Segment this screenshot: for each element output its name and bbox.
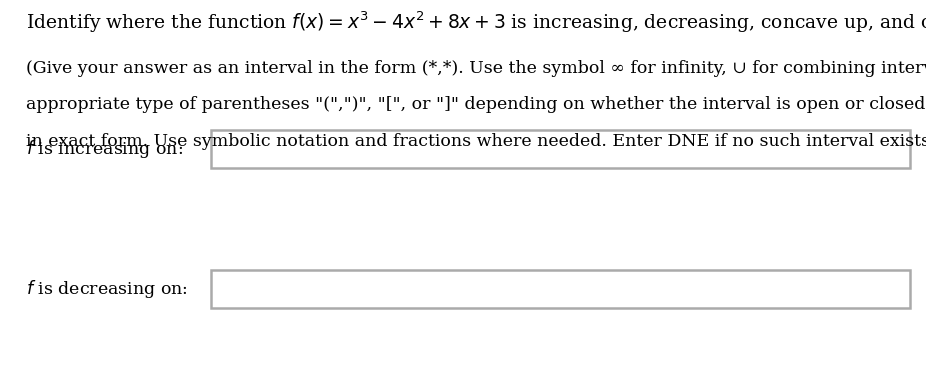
Text: appropriate type of parentheses "(",")", "[", or "]" depending on whether the in: appropriate type of parentheses "(",")",… — [26, 96, 926, 113]
FancyBboxPatch shape — [211, 270, 910, 308]
Text: $f$ is decreasing on:: $f$ is decreasing on: — [26, 278, 188, 300]
Text: Identify where the function $f(x) = x^3 - 4x^2 + 8x + 3$ is increasing, decreasi: Identify where the function $f(x) = x^3 … — [26, 9, 926, 35]
Text: (Give your answer as an interval in the form (*,*). Use the symbol ∞ for infinit: (Give your answer as an interval in the … — [26, 60, 926, 77]
Text: in exact form. Use symbolic notation and fractions where needed. Enter DNE if no: in exact form. Use symbolic notation and… — [26, 133, 926, 150]
Text: $f$ is increasing on:: $f$ is increasing on: — [26, 138, 183, 160]
FancyBboxPatch shape — [211, 130, 910, 168]
